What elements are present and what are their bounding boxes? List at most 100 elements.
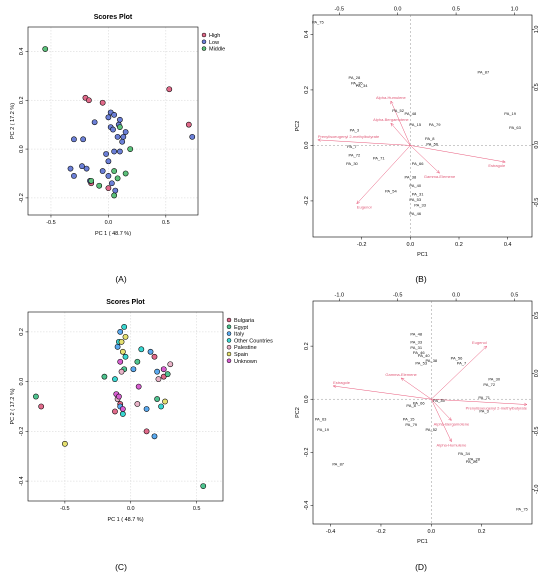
data-point-low: [108, 180, 115, 187]
y-tick-label: -0.4: [19, 476, 25, 485]
data-point-palestine: [155, 376, 162, 383]
variable-label: Gamma-Elemene: [424, 174, 456, 179]
x-tick-label: 0.0: [127, 506, 135, 512]
observation-label: PA_53: [409, 197, 421, 202]
data-point-low: [105, 158, 112, 165]
x-tick-label: -0.5: [60, 506, 69, 512]
observation-label: PA_33: [410, 339, 422, 344]
observation-label: PA_72: [483, 382, 495, 387]
legend-label: Low: [209, 40, 219, 46]
data-point-egypt: [101, 373, 108, 380]
loading-arrow: [431, 399, 452, 421]
variable-label: Prenylisoeugenyl 2-methylbutyrate: [318, 134, 380, 139]
observation-label: PA_30: [488, 377, 500, 382]
top-tick-label: -1.0: [335, 293, 344, 299]
observation-label: PA_71: [373, 155, 385, 160]
loading-arrow: [431, 398, 527, 405]
variable-label: Alpha-Humulene: [376, 95, 407, 100]
observation-label: PA_15: [409, 122, 421, 127]
observation-label: PA_52: [392, 108, 404, 113]
observation-label: PA_87: [477, 69, 489, 74]
observation-label: PA_31: [412, 191, 424, 196]
data-point-bulgaria: [143, 428, 150, 435]
data-point-middle: [122, 170, 129, 177]
variable-label: Alpha-Humulene: [437, 443, 468, 448]
legend-label: Italy: [234, 332, 244, 338]
observation-label: PA_31: [410, 345, 422, 350]
data-point-low: [114, 133, 121, 140]
panel-a-scores-plot: Scores Plot -0.5 0.0 0.5 -0.2 0.0 0.2 0.4 PC 1 (…: [10, 14, 225, 237]
y-axis-label: PC 2 ( 17.2 %): [10, 103, 16, 139]
loading-arrow: [356, 145, 411, 204]
variable-label: Prenylisoeugenyl 2-methylbutyrate: [466, 406, 528, 411]
y-tick-label: 0.2: [19, 96, 25, 104]
panel-c-scores-plot: Scores Plot -0.5 0.0 0.5 -0.4 -0.2 0.0 0.2 PC 1 …: [10, 299, 273, 523]
data-point-low: [103, 151, 109, 157]
x-axis-label: PC 1 ( 48.7 %): [107, 517, 143, 523]
observation-label: PA_15: [403, 416, 415, 421]
data-point-low: [120, 133, 127, 140]
observation-label: PA_75: [516, 507, 528, 512]
data-point-unknown: [119, 406, 126, 412]
loading-arrow: [317, 139, 411, 146]
data-point-egypt: [200, 483, 207, 489]
y-tick-label: 0.0: [19, 145, 25, 153]
right-tick-label: 0.5: [534, 312, 540, 320]
data-point-other-countries: [121, 324, 128, 330]
top-tick-label: -0.5: [393, 293, 402, 299]
data-point-low: [105, 114, 112, 121]
data-point-low: [117, 116, 123, 123]
x-tick-label: 0.0: [407, 242, 415, 248]
data-point-low: [111, 112, 118, 118]
observation-label: PA_34: [356, 83, 368, 88]
data-point-low: [71, 136, 77, 143]
right-tick-label: 0.0: [534, 370, 540, 378]
top-tick-label: 0.5: [452, 7, 460, 13]
plot-frame: [27, 26, 199, 216]
data-point-low: [119, 138, 126, 145]
data-point-bulgaria: [151, 353, 158, 360]
data-point-other-countries: [138, 346, 145, 353]
y-tick-label: 0.0: [304, 395, 310, 403]
data-point-low: [91, 119, 98, 126]
data-point-low: [80, 136, 87, 143]
observation-label: PA_26: [466, 459, 478, 464]
data-point-palestine: [118, 368, 125, 375]
loading-arrow: [390, 123, 411, 146]
loading-arrow: [410, 145, 506, 163]
observation-label: PA_56: [426, 141, 438, 146]
observation-label: PA_8: [406, 403, 416, 408]
y-tick-label: 0.4: [19, 48, 25, 56]
x-axis-label: PC1: [417, 252, 428, 258]
legend-label: Other Countries: [234, 338, 273, 344]
arrow-head: [502, 160, 506, 164]
data-point-italy: [154, 368, 160, 375]
observation-label: PA_38: [425, 358, 437, 363]
right-tick-label: -0.5: [534, 198, 540, 207]
data-point-unknown: [117, 358, 124, 365]
data-point-high: [185, 121, 192, 128]
observation-label: PA_79: [429, 122, 441, 127]
legend-marker: [201, 46, 207, 51]
variable-label: Alpha-Bergamotene: [434, 421, 470, 426]
legend-marker: [226, 358, 232, 364]
right-tick-label: -1.0: [534, 485, 540, 494]
arrow-head: [390, 122, 394, 127]
observation-label: PA_75: [312, 19, 324, 24]
observation-label: PA_35: [433, 398, 445, 403]
x-axis-label: PC1: [417, 539, 428, 545]
data-point-low: [99, 168, 106, 174]
observation-label: PA_56: [451, 355, 463, 360]
right-tick-label: 0.5: [534, 83, 540, 91]
data-point-italy: [114, 343, 121, 350]
arrow-head: [332, 384, 337, 388]
x-tick-label: -0.5: [46, 220, 55, 226]
legend-marker: [226, 331, 232, 336]
data-point-unknown: [160, 366, 167, 373]
data-point-low: [189, 133, 196, 140]
data-point-egypt: [134, 358, 141, 365]
data-point-italy: [130, 366, 137, 373]
legend-label: Unknown: [234, 359, 257, 365]
data-point-low: [79, 163, 85, 170]
observation-label: PA_28: [468, 456, 480, 461]
